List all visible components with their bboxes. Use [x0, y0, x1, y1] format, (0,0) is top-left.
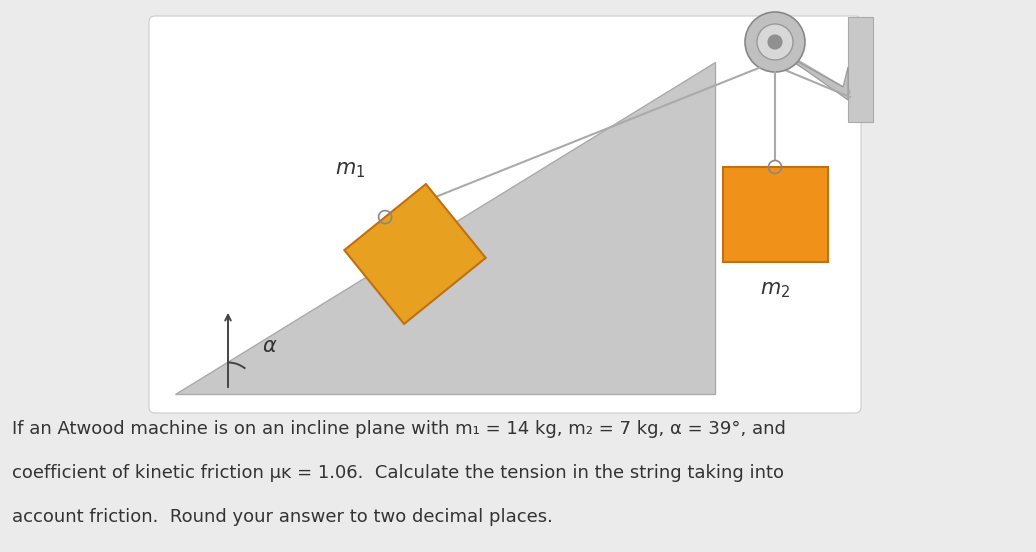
- Text: $m_1$: $m_1$: [335, 160, 365, 180]
- Polygon shape: [175, 62, 715, 394]
- Text: $m_2$: $m_2$: [759, 280, 790, 300]
- Circle shape: [745, 12, 805, 72]
- Text: coefficient of kinetic friction μᴋ = 1.06.  Calculate the tension in the string : coefficient of kinetic friction μᴋ = 1.0…: [12, 464, 784, 482]
- FancyBboxPatch shape: [149, 16, 861, 413]
- Text: $\alpha$: $\alpha$: [262, 336, 278, 356]
- Circle shape: [768, 35, 782, 49]
- Circle shape: [757, 24, 793, 60]
- Text: If an Atwood machine is on an incline plane with m₁ = 14 kg, m₂ = 7 kg, α = 39°,: If an Atwood machine is on an incline pl…: [12, 420, 786, 438]
- Polygon shape: [777, 50, 848, 100]
- FancyBboxPatch shape: [344, 184, 486, 324]
- FancyBboxPatch shape: [722, 167, 828, 262]
- Text: account friction.  Round your answer to two decimal places.: account friction. Round your answer to t…: [12, 508, 553, 526]
- Bar: [848, 17, 873, 122]
